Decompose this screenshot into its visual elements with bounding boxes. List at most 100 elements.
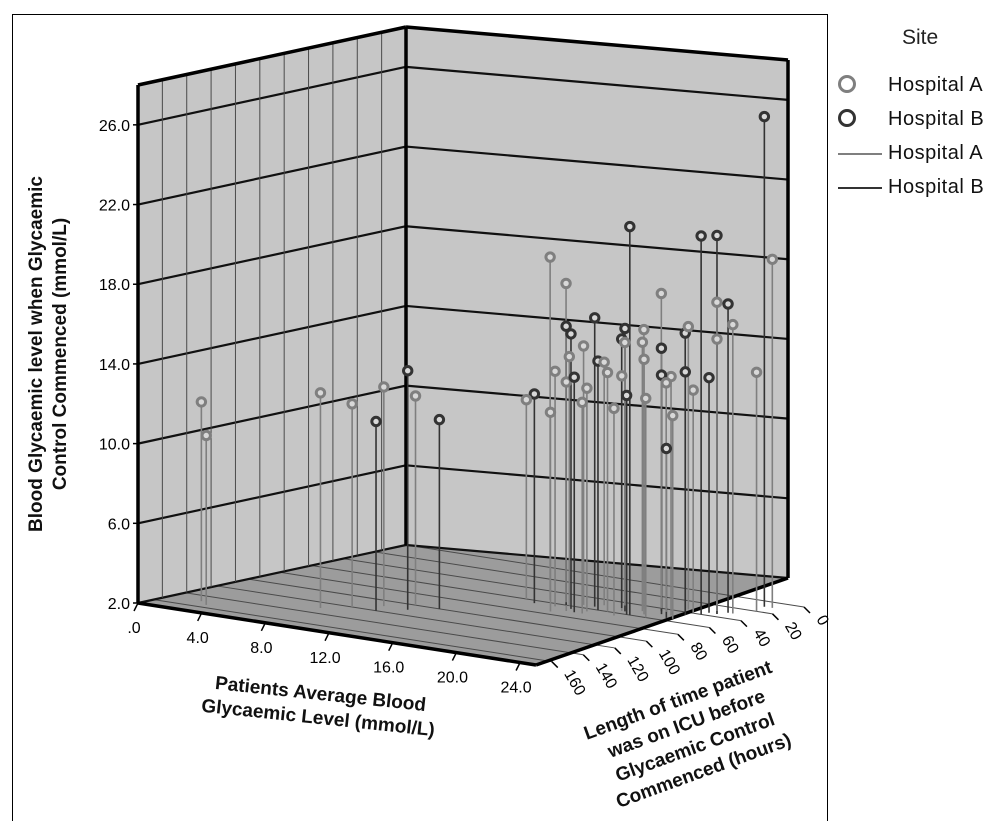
- y-tick-label: 2.0: [108, 596, 130, 613]
- data-point: [608, 402, 620, 415]
- legend-label: Hospital B: [888, 176, 985, 198]
- data-point: [409, 390, 422, 402]
- wall-gridline: [137, 145, 407, 206]
- x-tick-label: 4.0: [187, 630, 209, 647]
- data-point: [378, 381, 390, 393]
- data-point: [581, 382, 593, 394]
- data-point: [636, 336, 649, 348]
- data-point: [722, 298, 734, 310]
- data-point: [640, 392, 652, 405]
- data-point: [589, 312, 601, 324]
- y-tick-label: 10.0: [99, 437, 130, 454]
- data-point: [655, 369, 668, 381]
- left-back-wall: [138, 27, 406, 603]
- wall-gridline: [137, 384, 407, 445]
- floor-gridline: [342, 558, 742, 622]
- floor-edge-front-left: [137, 601, 537, 667]
- legend-title: Site: [902, 26, 939, 49]
- data-point: [766, 253, 779, 265]
- data-point: [544, 251, 556, 263]
- x-tick-label: .0: [127, 620, 140, 637]
- y-tick-label: 6.0: [108, 516, 130, 533]
- data-point: [679, 366, 691, 378]
- wall-gridline: [405, 65, 789, 101]
- z-tick-label: 60: [718, 633, 742, 657]
- x-tick: [388, 642, 394, 652]
- wall-edge-top-right: [405, 25, 789, 62]
- data-point: [750, 366, 763, 378]
- data-point: [598, 356, 610, 368]
- legend-label: Hospital A: [888, 74, 984, 96]
- data-point: [687, 384, 699, 396]
- y-tick-label: 14.0: [99, 357, 130, 374]
- data-point: [638, 353, 650, 366]
- data-point: [660, 442, 673, 455]
- z-tick: [677, 633, 685, 641]
- legend-marker-hospital-b: [838, 109, 856, 127]
- data-point: [619, 322, 631, 335]
- legend-line-hospital-b: [838, 187, 882, 189]
- x-tick: [197, 612, 203, 622]
- data-point: [711, 296, 723, 308]
- data-point: [758, 110, 771, 123]
- data-point: [703, 371, 715, 384]
- y-axis-title: Blood Glycaemic level when Glycaemic Cont…: [26, 176, 71, 532]
- wall-gridline: [405, 464, 789, 500]
- data-point: [619, 336, 631, 349]
- data-point: [565, 328, 577, 340]
- legend-label: Hospital B: [888, 108, 985, 130]
- x-tick-label: 16.0: [373, 660, 404, 677]
- x-tick: [260, 622, 267, 632]
- wall-gridline: [405, 225, 789, 261]
- data-point: [370, 415, 382, 428]
- floor-gridline: [248, 578, 647, 642]
- y-tick-label: 26.0: [99, 118, 130, 135]
- data-point: [576, 396, 588, 409]
- data-point: [667, 409, 679, 422]
- legend-item-hospital-a-line: Hospital A: [836, 142, 1008, 170]
- data-point: [195, 396, 208, 408]
- data-point: [711, 229, 723, 242]
- legend-marker-hospital-a: [838, 75, 856, 93]
- y-tick-label: 22.0: [99, 198, 130, 215]
- y-tick-label: 18.0: [99, 277, 130, 294]
- floor-gridline: [216, 585, 615, 649]
- z-tick-label: 100: [655, 647, 683, 679]
- data-point: [560, 376, 572, 388]
- data-point: [624, 220, 636, 233]
- z-tick: [551, 661, 559, 669]
- data-point: [560, 277, 572, 290]
- data-point: [544, 406, 557, 418]
- x-tick: [451, 652, 458, 661]
- data-point: [601, 366, 614, 379]
- wall-gridline: [405, 543, 789, 580]
- data-point: [200, 429, 212, 442]
- data-point: [638, 323, 650, 336]
- data-point: [727, 318, 739, 331]
- wall-edge-top-left: [137, 25, 407, 87]
- data-point: [520, 394, 533, 406]
- z-tick: [803, 606, 811, 614]
- legend: Site Hospital A Hospital B Hospital A Ho…: [836, 26, 1008, 216]
- legend-line-hospital-a: [838, 153, 882, 155]
- z-tick: [582, 654, 590, 662]
- x-tick-label: 20.0: [437, 670, 468, 687]
- data-point: [711, 333, 723, 345]
- legend-item-hospital-b-marker: Hospital B: [836, 108, 1008, 136]
- legend-item-hospital-a-marker: Hospital A: [836, 74, 1008, 102]
- floor-gridline: [185, 592, 584, 656]
- x-tick: [324, 632, 330, 642]
- data-point: [620, 389, 633, 402]
- z-tick: [645, 640, 653, 648]
- data-point: [314, 387, 327, 399]
- floor-gridline: [311, 564, 710, 628]
- x-tick-label: 24.0: [501, 680, 532, 697]
- x-tick: [515, 662, 521, 671]
- z-tick-label: 140: [592, 660, 620, 692]
- data-point: [528, 388, 541, 400]
- wall-gridline: [405, 145, 789, 181]
- data-point: [682, 320, 695, 333]
- x-tick: [133, 602, 139, 612]
- z-tick-label: 20: [781, 619, 805, 643]
